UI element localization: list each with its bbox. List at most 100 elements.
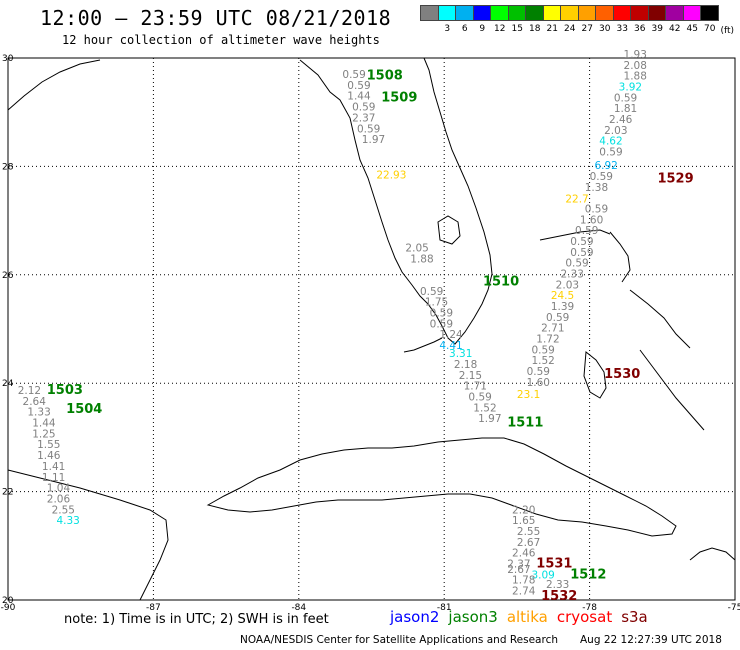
satellite-name: altika bbox=[506, 608, 548, 626]
wave-height-value: 2.33 bbox=[546, 579, 569, 591]
wave-height-value: 1.97 bbox=[362, 134, 385, 146]
map-frame bbox=[7, 57, 736, 601]
wave-height-value: 1.65 bbox=[512, 515, 535, 527]
satellite-name: cryosat bbox=[556, 608, 613, 626]
wave-height-value: 1.25 bbox=[32, 428, 55, 440]
satellite-key: jason2 jason3 altika cryosat s3a bbox=[390, 608, 657, 626]
satellite-name: s3a bbox=[621, 608, 648, 626]
lon-tick-label: -90 bbox=[1, 603, 16, 613]
track-id-label: 1529 bbox=[657, 172, 693, 187]
wave-height-value: 2.33 bbox=[561, 269, 584, 281]
wave-height-value: 0.59 bbox=[468, 392, 491, 404]
abaco-island bbox=[609, 231, 631, 283]
wave-height-value: 1.44 bbox=[347, 91, 371, 103]
footer-note: note: 1) Time is in UTC; 2) SWH is in fe… bbox=[64, 612, 329, 627]
wave-height-value: 3.92 bbox=[619, 82, 642, 94]
legend-label: 27 bbox=[581, 24, 593, 34]
wave-height-value: 2.03 bbox=[556, 279, 579, 291]
lon-tick-label: -75 bbox=[728, 603, 740, 613]
wave-height-value: 0.59 bbox=[590, 171, 613, 183]
florida-keys bbox=[403, 337, 443, 353]
legend-label: 30 bbox=[599, 24, 611, 34]
wave-height-value: 1.44 bbox=[32, 418, 56, 430]
legend-label: 36 bbox=[634, 24, 646, 34]
wave-height-value: 4.41 bbox=[439, 340, 462, 352]
credit-text: NOAA/NESDIS Center for Satellite Applica… bbox=[240, 634, 558, 646]
wave-height-value: 2.67 bbox=[507, 564, 530, 576]
track-id-label: 1503 bbox=[47, 383, 83, 398]
eleuthera bbox=[629, 289, 691, 349]
wave-height-value: 6.92 bbox=[594, 160, 617, 172]
wave-height-value: 0.59 bbox=[352, 102, 375, 114]
legend-label: 12 bbox=[494, 24, 506, 34]
wave-height-value: 2.67 bbox=[517, 537, 540, 549]
andros-island bbox=[583, 351, 607, 399]
wave-height-value: 2.46 bbox=[609, 114, 633, 126]
wave-height-value: 1.72 bbox=[536, 334, 559, 346]
legend-swatch bbox=[700, 5, 719, 21]
wave-height-value: 0.59 bbox=[570, 236, 593, 248]
wave-height-value: 2.20 bbox=[512, 504, 535, 516]
satellite-name: jason2 bbox=[390, 608, 440, 626]
track-id-label: 1512 bbox=[570, 567, 606, 582]
wave-height-value: 1.60 bbox=[580, 214, 603, 226]
track-id-label: 1510 bbox=[483, 275, 519, 290]
legend-label: 18 bbox=[529, 24, 541, 34]
wave-height-value: 2.71 bbox=[541, 323, 564, 335]
gulf-coast bbox=[7, 59, 101, 111]
wave-height-value: 1.78 bbox=[512, 575, 535, 587]
grand-bahama bbox=[539, 229, 611, 241]
track-labels: 1508 1509 1510 1503 1504 1511 1529 1530 15311512… bbox=[47, 69, 694, 604]
track-id-label: 1530 bbox=[604, 367, 640, 382]
wave-height-value: 2.08 bbox=[624, 60, 647, 72]
wave-height-value: 2.46 bbox=[512, 548, 536, 560]
wave-height-value: 2.15 bbox=[459, 370, 482, 382]
wave-height-value: 1.39 bbox=[551, 301, 574, 313]
wave-height-value: 2.55 bbox=[517, 526, 540, 538]
legend-label: 70 bbox=[704, 24, 716, 34]
legend-label: 39 bbox=[651, 24, 663, 34]
wave-height-value: 2.18 bbox=[454, 359, 477, 371]
wave-height-value: 24.5 bbox=[551, 290, 574, 302]
track-id-label: 1509 bbox=[381, 90, 417, 105]
wave-height-value: 0.59 bbox=[614, 92, 637, 104]
lat-tick-label: 22 bbox=[2, 488, 13, 498]
hispaniola-edge bbox=[689, 547, 736, 561]
satellite-name: jason3 bbox=[448, 608, 498, 626]
lat-tick-label: 20 bbox=[2, 596, 14, 606]
legend-label: 21 bbox=[546, 24, 558, 34]
wave-height-value: 2.55 bbox=[52, 504, 75, 516]
track-id-label: 1531 bbox=[536, 556, 572, 571]
legend-bin: 70 bbox=[700, 5, 719, 36]
wave-height-value: 2.74 bbox=[512, 586, 536, 598]
wave-height-value: 23.1 bbox=[517, 389, 540, 401]
wave-height-value: 0.59 bbox=[570, 247, 593, 259]
wave-height-value: 1.52 bbox=[473, 402, 496, 414]
wave-height-value: 0.59 bbox=[430, 308, 453, 320]
lon-tick-label: -84 bbox=[291, 603, 306, 613]
lat-tick-label: 24 bbox=[2, 379, 14, 389]
map-subtitle: 12 hour collection of altimeter wave hei… bbox=[62, 33, 380, 47]
wave-height-value: 1.81 bbox=[614, 103, 637, 115]
wave-height-value: 1.04 bbox=[47, 483, 71, 495]
exuma-cays bbox=[639, 349, 705, 431]
wave-height-value: 0.59 bbox=[347, 80, 370, 92]
cuba-coastline bbox=[206, 437, 677, 537]
wave-height-value: 0.59 bbox=[565, 258, 588, 270]
lat-tick-label: 30 bbox=[2, 54, 14, 64]
wave-height-value: 1.75 bbox=[425, 297, 448, 309]
wave-height-value: 0.59 bbox=[420, 286, 443, 298]
legend-label: 42 bbox=[669, 24, 681, 34]
wave-height-values: 0.590.591.440.592.370.591.9722.932.051.8… bbox=[18, 49, 647, 598]
wave-height-value: 1.55 bbox=[37, 439, 60, 451]
wave-height-value: 1.52 bbox=[531, 355, 554, 367]
coastlines bbox=[7, 57, 736, 601]
wave-height-value: 2.06 bbox=[47, 493, 71, 505]
wave-height-value: 0.59 bbox=[430, 318, 453, 330]
legend-label: 33 bbox=[616, 24, 628, 34]
map-title: 12:00 – 23:59 UTC 08/21/2018 bbox=[40, 6, 392, 30]
wave-height-value: 0.59 bbox=[531, 344, 554, 356]
wave-height-value: 0.59 bbox=[527, 366, 550, 378]
generation-timestamp: Aug 22 12:27:39 UTC 2018 bbox=[580, 634, 722, 646]
wave-height-value: 1.93 bbox=[624, 49, 647, 61]
